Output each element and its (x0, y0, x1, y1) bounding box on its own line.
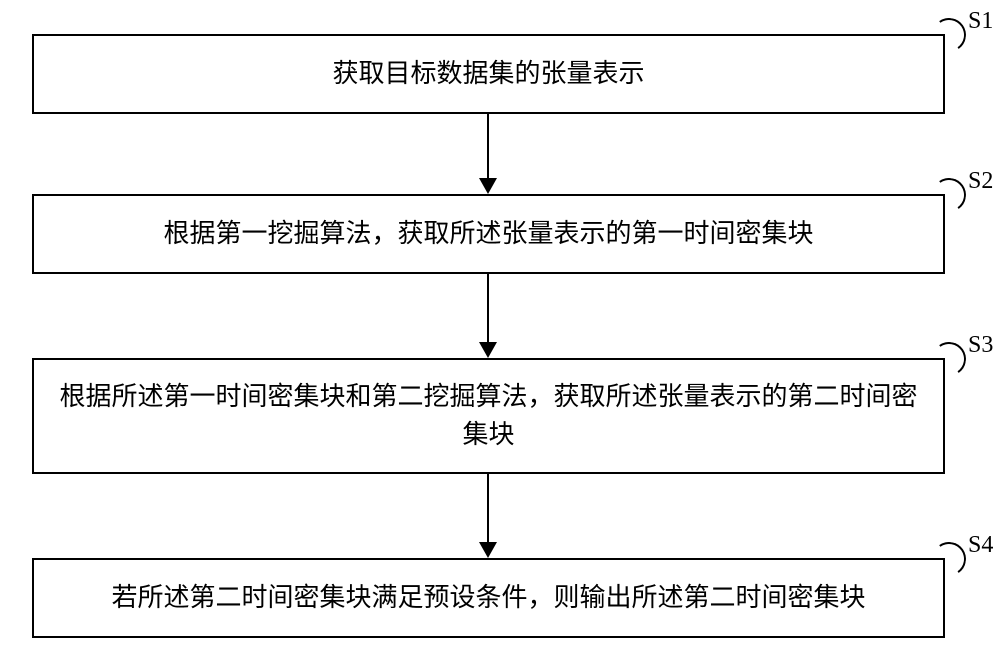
arrow-head-2 (479, 342, 497, 358)
step-label-s2: S2 (968, 168, 993, 195)
step-text: 若所述第二时间密集块满足预设条件，则输出所述第二时间密集块 (111, 579, 865, 617)
step-text: 根据第一挖掘算法，获取所述张量表示的第一时间密集块 (163, 215, 813, 253)
flowchart-canvas: 获取目标数据集的张量表示 S1 根据第一挖掘算法，获取所述张量表示的第一时间密集块 S… (0, 0, 1000, 669)
step-box-s3: 根据所述第一时间密集块和第二挖掘算法，获取所述张量表示的第二时间密集块 (32, 358, 945, 474)
step-label-s4: S4 (968, 532, 993, 559)
arrow-head-1 (479, 178, 497, 194)
arrow-head-3 (479, 542, 497, 558)
step-text: 获取目标数据集的张量表示 (332, 55, 644, 93)
step-box-s4: 若所述第二时间密集块满足预设条件，则输出所述第二时间密集块 (32, 558, 945, 638)
step-label-s1: S1 (968, 8, 993, 35)
step-box-s2: 根据第一挖掘算法，获取所述张量表示的第一时间密集块 (32, 194, 945, 274)
arrow-line-1 (487, 114, 489, 178)
step-text: 根据所述第一时间密集块和第二挖掘算法，获取所述张量表示的第二时间密集块 (54, 378, 923, 453)
arrow-line-2 (487, 274, 489, 342)
step-label-s3: S3 (968, 332, 993, 359)
arrow-line-3 (487, 474, 489, 542)
step-box-s1: 获取目标数据集的张量表示 (32, 34, 945, 114)
